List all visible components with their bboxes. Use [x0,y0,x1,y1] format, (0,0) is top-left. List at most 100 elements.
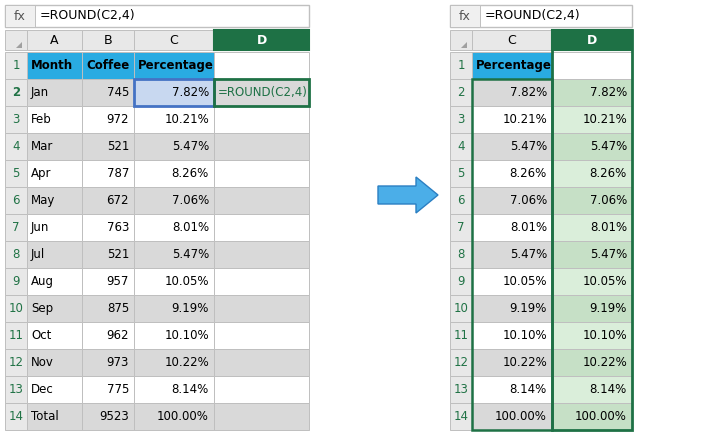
Bar [472,295,552,322]
Text: 5.47%: 5.47% [590,140,627,153]
Bar [552,52,632,79]
Polygon shape [378,177,438,213]
Bar [5,5,309,27]
Text: 8.14%: 8.14% [172,383,209,396]
Text: 972: 972 [107,113,129,126]
Text: 5.47%: 5.47% [590,248,627,261]
Text: 11: 11 [8,329,24,342]
Bar [472,79,552,106]
Bar [27,349,82,376]
Bar [450,268,472,295]
Text: Mar: Mar [31,140,53,153]
Text: 957: 957 [107,275,129,288]
Text: 6: 6 [457,194,465,207]
Bar [27,376,82,403]
Text: =ROUND(C2,4): =ROUND(C2,4) [40,10,135,22]
Bar [450,160,472,187]
Bar [552,322,632,349]
Text: 4: 4 [12,140,20,153]
Bar [27,106,82,133]
Bar [82,295,134,322]
Text: B: B [104,33,112,47]
Bar [472,214,552,241]
Bar [27,295,82,322]
Bar [214,403,309,430]
Text: Feb: Feb [31,113,52,126]
Bar [82,349,134,376]
Text: 14: 14 [454,410,468,423]
Bar [214,133,309,160]
Text: C: C [170,33,178,47]
Bar [450,133,472,160]
Text: 775: 775 [107,383,129,396]
Text: 10.05%: 10.05% [583,275,627,288]
Bar [214,79,309,106]
Text: 521: 521 [107,248,129,261]
Text: 8.14%: 8.14% [510,383,547,396]
Bar [214,322,309,349]
Bar [5,133,27,160]
Text: 2: 2 [457,86,465,99]
Bar [5,349,27,376]
Text: Sep: Sep [31,302,53,315]
Bar [82,160,134,187]
Text: 8.26%: 8.26% [172,167,209,180]
Bar [472,241,552,268]
Text: Dec: Dec [31,383,54,396]
Bar [552,376,632,403]
Bar [82,52,134,79]
Text: May: May [31,194,55,207]
Bar [27,133,82,160]
Text: 7.82%: 7.82% [172,86,209,99]
Text: 11: 11 [454,329,468,342]
Text: Oct: Oct [31,329,51,342]
Bar [450,79,472,106]
Bar [450,30,472,50]
Text: 8: 8 [13,248,20,261]
Text: 3: 3 [457,113,465,126]
Bar [472,30,552,50]
Bar [134,133,214,160]
Text: 13: 13 [8,383,23,396]
Bar [27,79,82,106]
Text: D: D [257,33,266,47]
Bar [472,268,552,295]
Bar [472,133,552,160]
Text: =ROUND(C2,4): =ROUND(C2,4) [485,10,580,22]
Text: =ROUND(C2,4): =ROUND(C2,4) [218,86,308,99]
Bar [82,30,134,50]
Text: 10.21%: 10.21% [164,113,209,126]
Polygon shape [461,42,467,48]
Text: 100.00%: 100.00% [575,410,627,423]
Bar [5,241,27,268]
Text: 9.19%: 9.19% [172,302,209,315]
Bar [82,322,134,349]
Bar [214,241,309,268]
Text: 7.82%: 7.82% [510,86,547,99]
Text: 10.10%: 10.10% [583,329,627,342]
Bar [134,79,214,106]
Bar [27,187,82,214]
Bar [134,376,214,403]
Bar [450,214,472,241]
Text: A: A [50,33,59,47]
Text: C: C [508,33,517,47]
Text: 10.05%: 10.05% [503,275,547,288]
Text: 7.06%: 7.06% [590,194,627,207]
Text: 10.22%: 10.22% [502,356,547,369]
Text: 7: 7 [12,221,20,234]
Text: 5.47%: 5.47% [172,140,209,153]
Polygon shape [16,42,22,48]
Text: 8.14%: 8.14% [590,383,627,396]
Bar [450,376,472,403]
Text: 8.01%: 8.01% [590,221,627,234]
Text: 1: 1 [12,59,20,72]
Bar [5,30,27,50]
Bar [450,106,472,133]
Bar [214,349,309,376]
Text: Jul: Jul [31,248,46,261]
Text: 7: 7 [457,221,465,234]
Bar [5,5,35,27]
Bar [552,133,632,160]
Bar [552,30,632,50]
